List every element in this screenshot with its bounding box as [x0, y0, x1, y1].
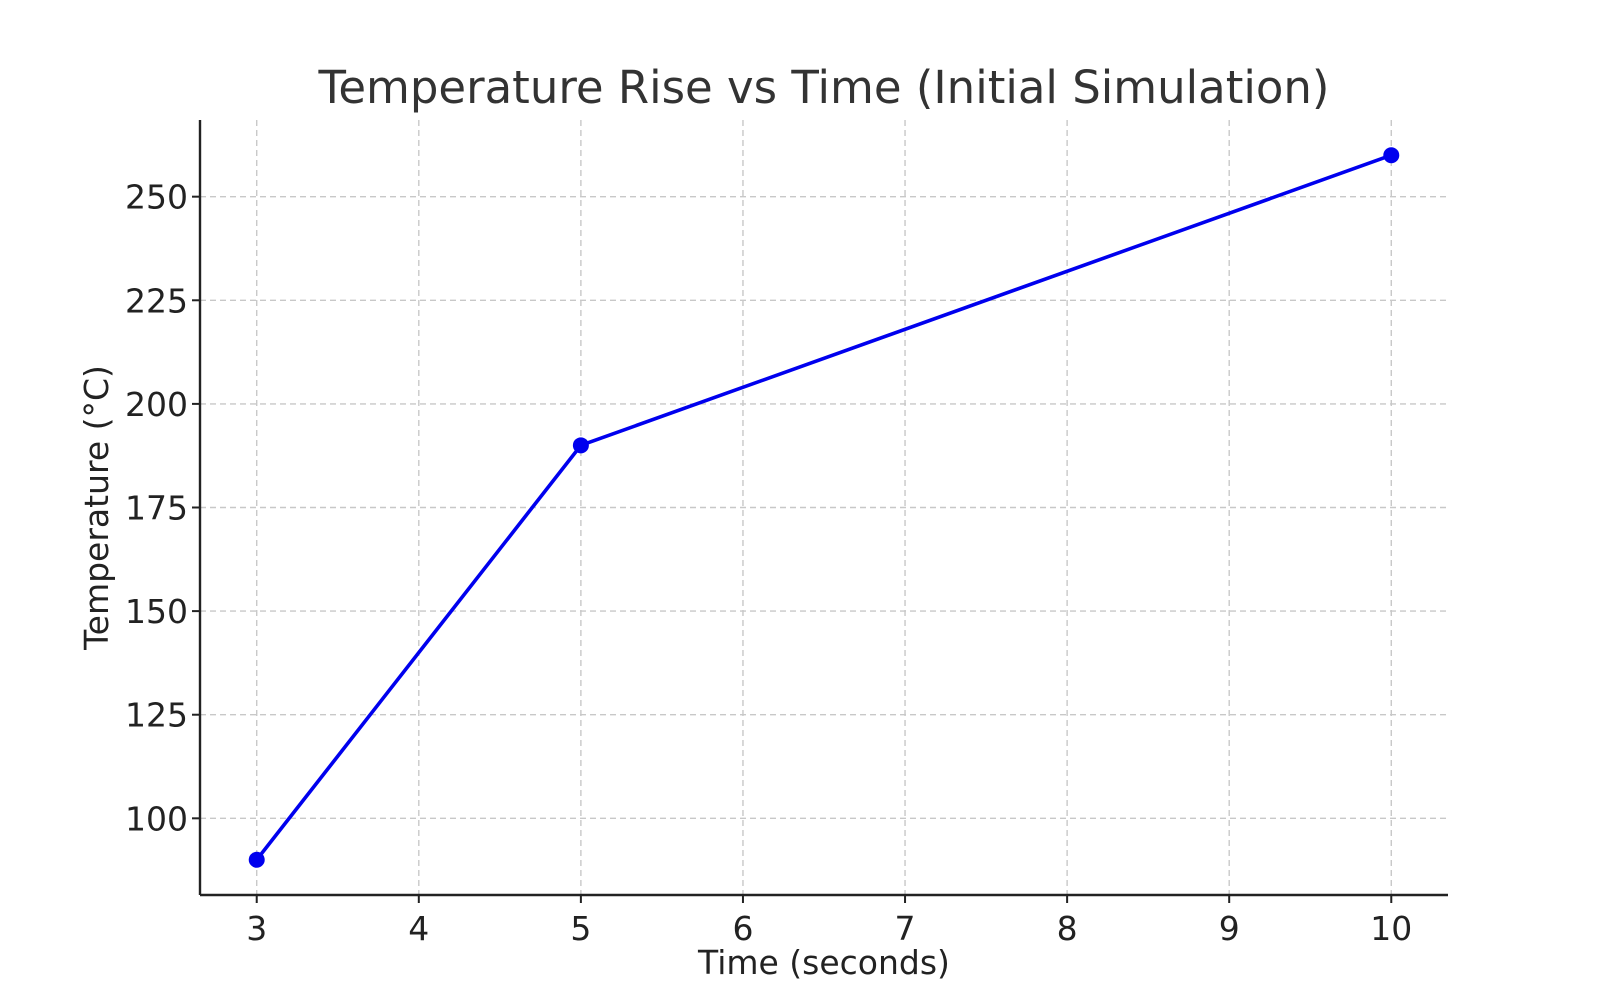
y-tick-label: 200	[125, 385, 188, 424]
grid	[200, 120, 1448, 895]
tick-labels: 3 4 5 6 7 8 9 10 100 125 150 175 200 225 250	[125, 178, 1412, 948]
y-tick-label: 150	[125, 592, 188, 631]
chart-title: Temperature Rise vs Time (Initial Simula…	[317, 61, 1329, 114]
x-axis-label: Time (seconds)	[697, 943, 950, 982]
data-point	[572, 437, 589, 454]
x-tick-label: 8	[1057, 909, 1078, 948]
y-tick-label: 225	[125, 281, 188, 320]
x-tick-label: 4	[408, 909, 429, 948]
series	[248, 147, 1400, 868]
y-tick-label: 175	[125, 489, 188, 528]
y-tick-label: 250	[125, 178, 188, 217]
y-tick-label: 125	[125, 696, 188, 735]
data-point	[1383, 147, 1400, 164]
x-tick-label: 10	[1370, 909, 1412, 948]
x-tick-label: 3	[246, 909, 267, 948]
x-tick-label: 6	[732, 909, 753, 948]
y-axis-label: Temperature (°C)	[77, 365, 116, 651]
data-point	[248, 851, 265, 868]
x-tick-label: 5	[570, 909, 591, 948]
x-tick-label: 9	[1219, 909, 1240, 948]
x-tick-label: 7	[895, 909, 916, 948]
y-tick-label: 100	[125, 799, 188, 838]
